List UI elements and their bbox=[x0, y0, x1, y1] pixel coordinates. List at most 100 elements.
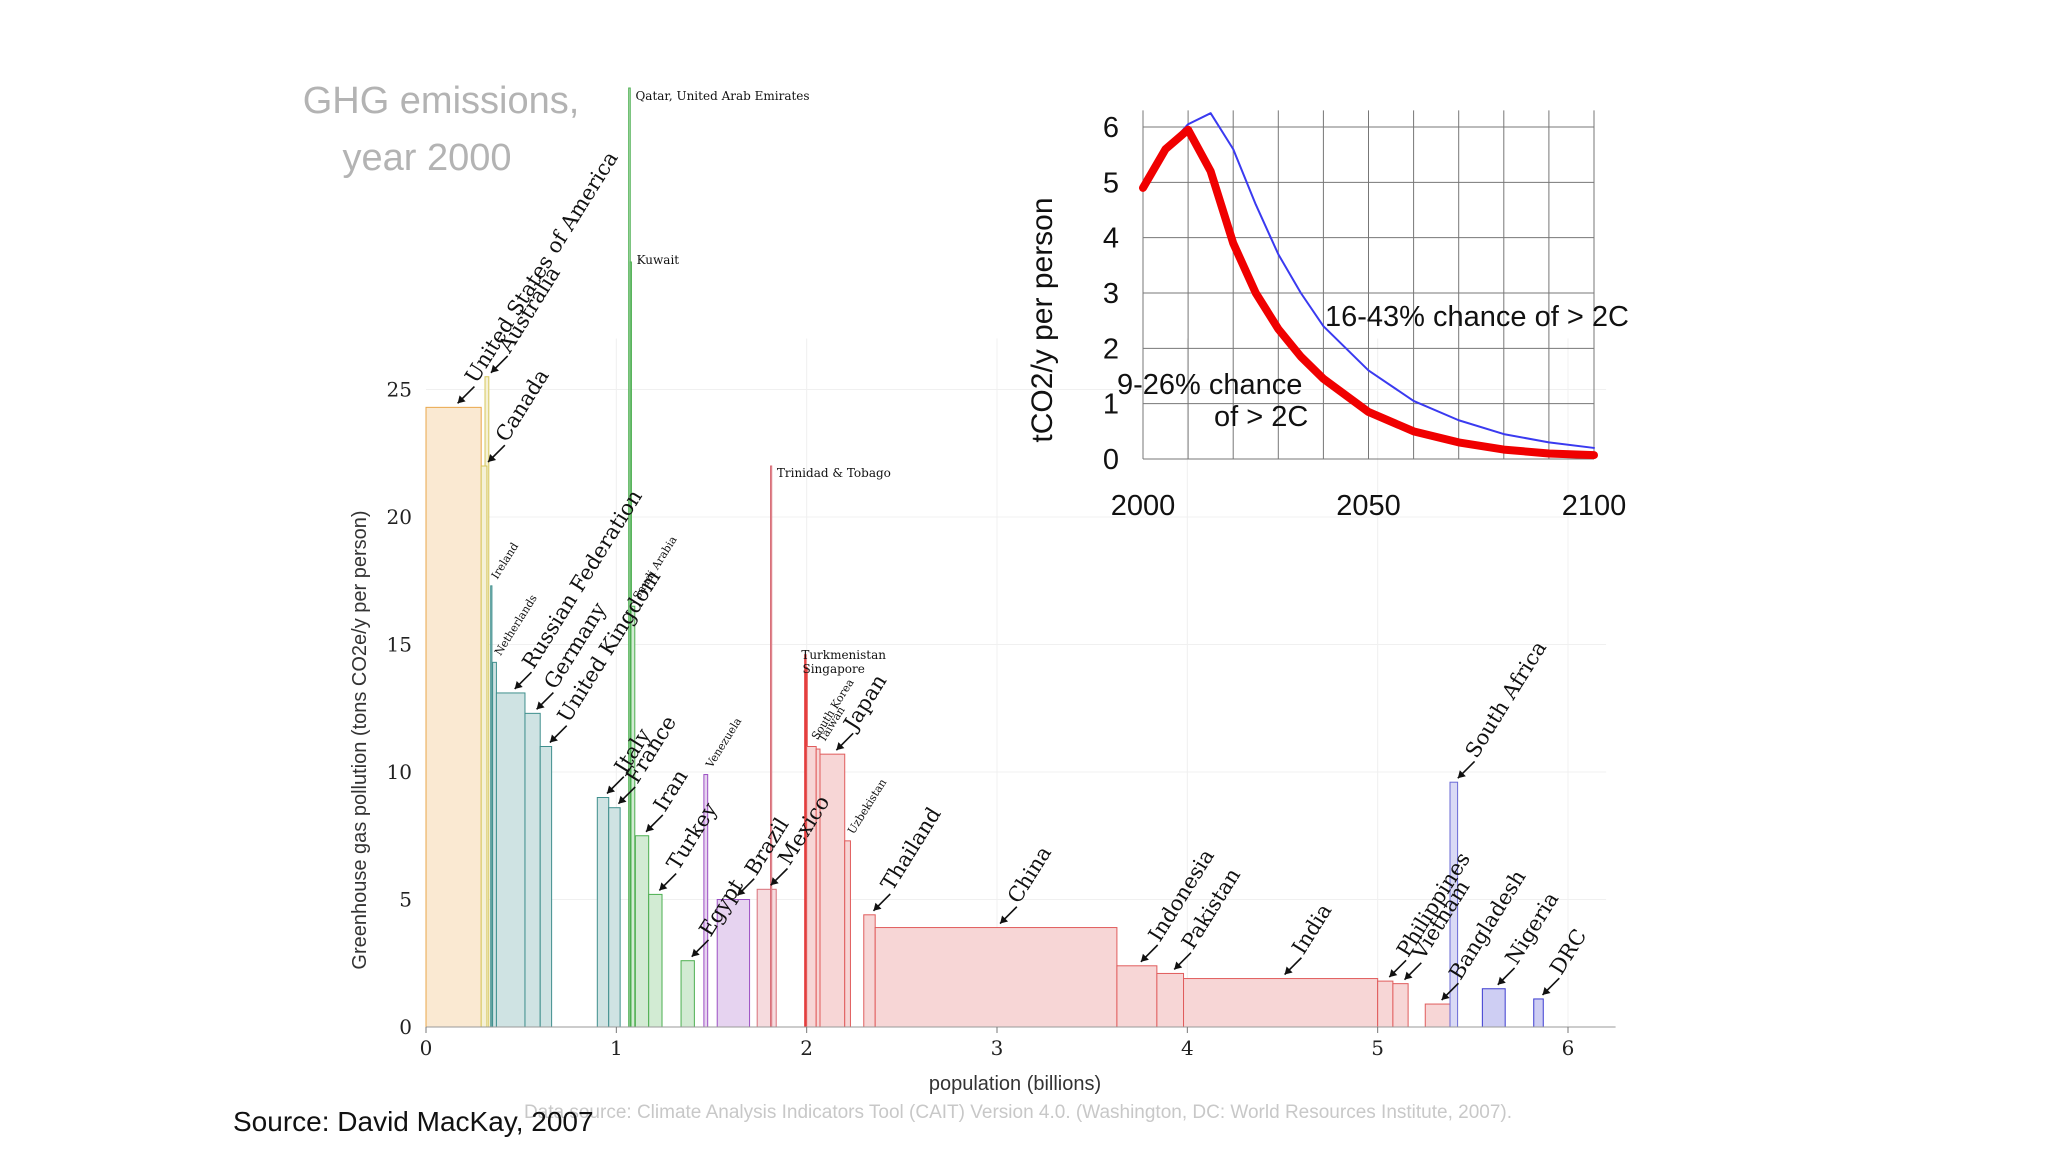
label-kuwait: Kuwait bbox=[637, 253, 680, 267]
inset-ytick-label: 0 bbox=[1103, 444, 1119, 476]
arrowhead-italy bbox=[607, 785, 616, 794]
label-thailand: Thailand bbox=[876, 803, 946, 895]
bar-ireland bbox=[490, 585, 493, 1028]
inset-annotation-red-2: of > 2C bbox=[1214, 401, 1308, 433]
main-ytick-label: 25 bbox=[387, 378, 412, 402]
bar-thailand bbox=[863, 914, 876, 1028]
inset-annotation-red-1: 9-26% chance bbox=[1117, 369, 1302, 401]
bar-brazil bbox=[716, 899, 751, 1028]
label-drc: DRC bbox=[1545, 925, 1591, 979]
inset-ytick-label: 5 bbox=[1103, 167, 1119, 199]
arrowhead-germany bbox=[536, 701, 545, 710]
bar-taiwan bbox=[815, 748, 821, 1028]
arrowhead-united-states-of-america bbox=[457, 395, 466, 404]
inset-projection-chart: 2000 2050 2100 0 1 2 3 4 5 6 16-43% chance of > 2C… bbox=[1103, 110, 1629, 522]
arrowhead-france bbox=[618, 795, 627, 804]
source-caption: Source: David MacKay, 2007 bbox=[233, 1106, 594, 1137]
inset-ytick-label: 2 bbox=[1103, 333, 1119, 365]
label-singapore: Singapore bbox=[802, 662, 864, 676]
label-ireland: Ireland bbox=[489, 540, 521, 581]
main-xtick-label: 3 bbox=[991, 1036, 1004, 1060]
bar-france bbox=[608, 807, 621, 1028]
arrowhead-philippines bbox=[1389, 969, 1398, 978]
slide-heading-line-2: year 2000 bbox=[342, 137, 511, 179]
arrowhead-australia bbox=[490, 364, 499, 373]
main-ytick-label: 0 bbox=[399, 1015, 412, 1039]
bar-vietnam bbox=[1392, 983, 1409, 1028]
arrowhead-indonesia bbox=[1140, 953, 1149, 962]
label-venezuela: Venezuela bbox=[703, 715, 745, 771]
label-china: China bbox=[1003, 842, 1056, 908]
main-xtick-label: 6 bbox=[1562, 1036, 1575, 1060]
arrowhead-pakistan bbox=[1174, 961, 1183, 970]
bar-uzbekistan bbox=[844, 840, 851, 1028]
bar-indonesia bbox=[1116, 965, 1158, 1028]
arrowhead-russian-federation bbox=[514, 680, 523, 689]
arrowhead-united-kingdom bbox=[549, 734, 558, 743]
inset-xtick-label: 2050 bbox=[1336, 490, 1401, 522]
inset-ytick-label: 3 bbox=[1103, 278, 1119, 310]
main-ylabel: Greenhouse gas pollution (tons CO2e/y pe… bbox=[349, 510, 371, 969]
inset-ytick-label: 4 bbox=[1103, 223, 1119, 255]
inset-ytick-label: 6 bbox=[1103, 112, 1119, 144]
inset-ylabel: tCO2/y per person bbox=[1026, 197, 1059, 442]
bar-south-korea bbox=[806, 746, 817, 1028]
slide-heading-line-1: GHG emissions, bbox=[303, 80, 580, 122]
arrowhead-drc bbox=[1542, 986, 1551, 995]
label-south-africa: South Africa bbox=[1460, 637, 1551, 762]
bar-russian-federation bbox=[495, 692, 526, 1028]
main-ytick-label: 20 bbox=[387, 505, 412, 529]
arrowhead-south-africa bbox=[1457, 770, 1466, 779]
bar-mexico bbox=[756, 888, 777, 1028]
arrowhead-thailand bbox=[873, 902, 882, 911]
main-xtick-label: 5 bbox=[1371, 1036, 1384, 1060]
arrowhead-iran bbox=[646, 823, 655, 832]
main-xtick-label: 4 bbox=[1181, 1036, 1194, 1060]
bar-india bbox=[1183, 978, 1379, 1028]
main-xtick-label: 2 bbox=[800, 1036, 813, 1060]
arrowhead-canada bbox=[488, 454, 497, 462]
main-footnote: Data source: Climate Analysis Indicators… bbox=[524, 1102, 1512, 1123]
bar-egypt bbox=[680, 960, 695, 1028]
bar-italy bbox=[596, 797, 610, 1028]
inset-xtick-label: 2000 bbox=[1111, 490, 1176, 522]
bar-china bbox=[874, 927, 1118, 1028]
inset-ytick-label: 1 bbox=[1103, 389, 1119, 421]
label-turkmenistan: Turkmenistan bbox=[801, 648, 886, 662]
arrowhead-india bbox=[1284, 966, 1293, 975]
bar-trinidad-tobago bbox=[770, 465, 773, 1028]
arrowhead-japan bbox=[836, 742, 845, 751]
bar-netherlands bbox=[492, 661, 497, 1028]
inset-series-line-red bbox=[1139, 125, 1598, 460]
bar-saudi-arabia bbox=[630, 605, 636, 1028]
arrowhead-nigeria bbox=[1497, 976, 1506, 985]
main-ytick-label: 10 bbox=[387, 760, 412, 784]
main-xtick-label: 0 bbox=[420, 1036, 433, 1060]
label-uzbekistan: Uzbekistan bbox=[845, 777, 889, 837]
arrowhead-bangladesh bbox=[1441, 992, 1450, 1001]
bar-germany bbox=[524, 712, 541, 1028]
bar-united-states-of-america bbox=[425, 406, 482, 1028]
bar-japan bbox=[819, 753, 846, 1028]
bar-turkey bbox=[648, 893, 663, 1028]
arrowhead-turkey bbox=[659, 882, 668, 891]
bar-nigeria bbox=[1481, 988, 1506, 1028]
label-canada: Canada bbox=[491, 365, 554, 446]
label-iran: Iran bbox=[649, 765, 693, 815]
arrowhead-china bbox=[1000, 915, 1009, 924]
arrowhead-vietnam bbox=[1404, 971, 1413, 980]
inset-series-line-blue bbox=[1142, 112, 1595, 449]
arrowhead-egypt bbox=[691, 948, 700, 957]
label-trinidad-tobago: Trinidad & Tobago bbox=[777, 466, 891, 480]
bar-bangladesh bbox=[1424, 1003, 1451, 1028]
inset-xtick-label: 2100 bbox=[1562, 490, 1627, 522]
bar-drc bbox=[1533, 998, 1544, 1028]
main-ytick-label: 5 bbox=[399, 888, 412, 912]
bar-iran bbox=[634, 835, 650, 1028]
label-india: India bbox=[1287, 899, 1336, 958]
bar-united-kingdom bbox=[539, 746, 553, 1028]
main-xtick-label: 1 bbox=[610, 1036, 623, 1060]
main-ytick-label: 15 bbox=[387, 633, 412, 657]
